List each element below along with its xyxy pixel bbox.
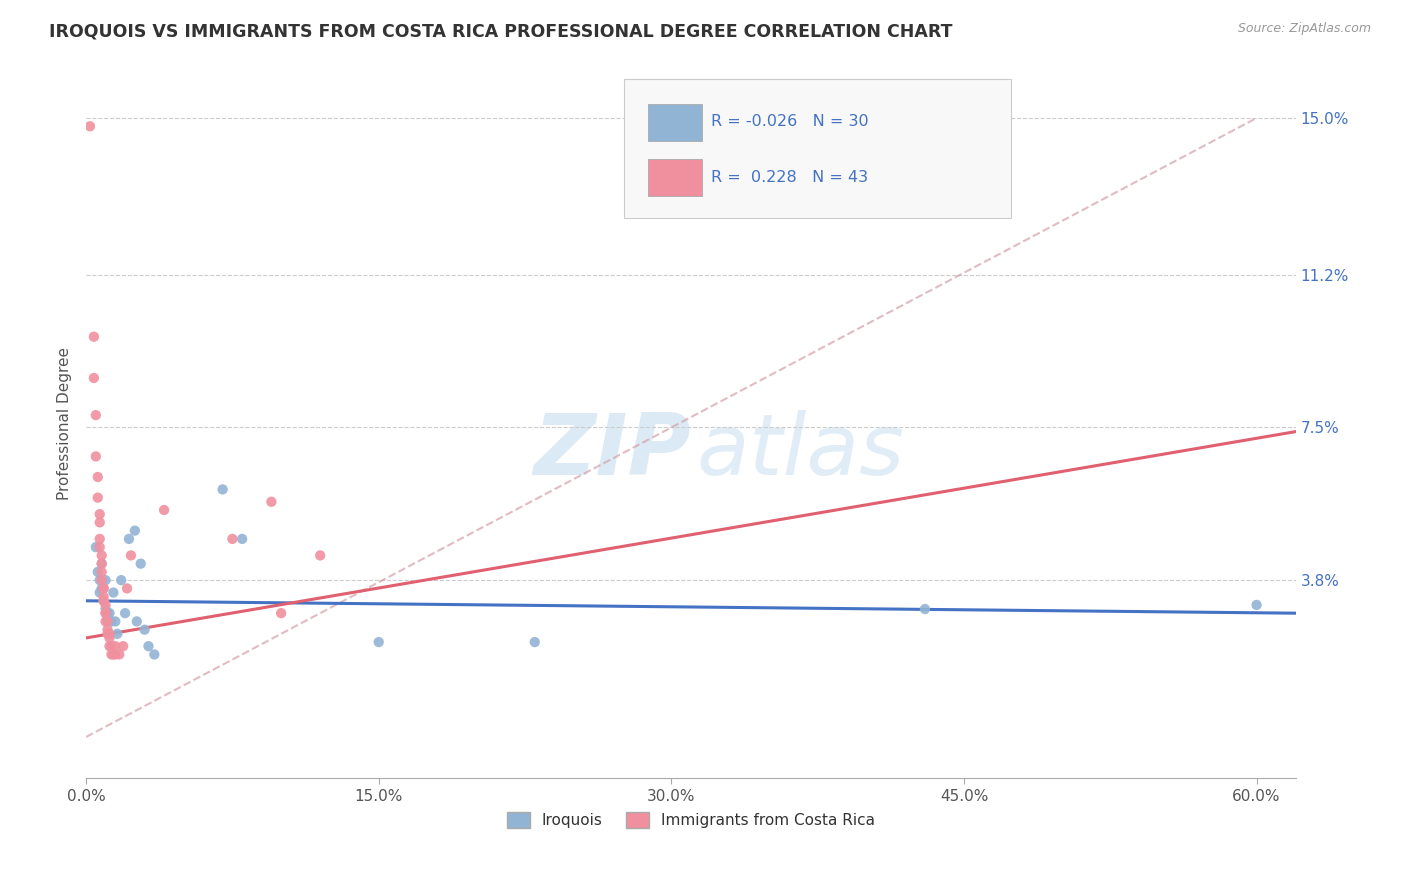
Point [153,503,176,517]
Point [89,573,111,587]
Point [108,648,131,662]
Point [104,639,127,653]
Point [90,565,112,579]
Point [89,540,111,554]
Point [84,540,107,554]
Point [270,606,292,620]
Point [93,594,115,608]
Point [84,408,107,422]
Point [112,639,135,653]
Text: atlas: atlas [697,410,905,493]
Point [98,627,121,641]
Point [100,615,122,629]
Point [89,516,111,530]
Point [93,582,115,596]
Point [96,606,118,620]
Point [96,627,118,641]
Point [260,495,283,509]
Point [94,573,117,587]
Point [79,120,101,134]
Point [143,648,166,662]
Point [105,627,128,641]
Point [94,602,117,616]
Point [93,582,115,596]
Point [94,606,117,620]
Point [98,639,121,653]
Point [120,549,142,563]
Point [118,532,141,546]
Point [93,594,115,608]
Point [110,573,132,587]
Point [211,483,233,497]
Point [1246,598,1268,612]
Point [125,615,148,629]
Point [94,598,117,612]
Point [90,557,112,571]
Point [98,631,121,645]
Point [914,602,936,616]
Point [115,582,138,596]
Point [96,615,118,629]
Point [90,582,112,596]
Point [103,648,125,662]
Point [98,606,121,620]
FancyBboxPatch shape [648,104,702,141]
Point [90,573,112,587]
Point [103,585,125,599]
Point [93,590,115,604]
Point [89,585,111,599]
Legend: Iroquois, Immigrants from Costa Rica: Iroquois, Immigrants from Costa Rica [501,806,882,834]
Point [90,557,112,571]
Point [523,635,546,649]
Point [100,639,122,653]
Point [138,639,160,653]
Point [96,623,118,637]
Point [87,565,110,579]
Point [104,615,127,629]
Point [89,507,111,521]
Point [114,606,136,620]
FancyBboxPatch shape [624,79,1011,218]
Point [94,606,117,620]
Text: Source: ZipAtlas.com: Source: ZipAtlas.com [1237,22,1371,36]
Point [309,549,332,563]
Point [104,648,127,662]
Text: R =  0.228   N = 43: R = 0.228 N = 43 [711,169,869,185]
Point [94,615,117,629]
Text: ZIP: ZIP [533,410,690,493]
Point [84,450,107,464]
Point [83,371,105,385]
Point [83,329,105,343]
Point [100,648,122,662]
Point [90,549,112,563]
Point [87,491,110,505]
Point [89,532,111,546]
Point [124,524,146,538]
Point [231,532,253,546]
Point [221,532,243,546]
Point [87,470,110,484]
Point [367,635,389,649]
Point [129,557,152,571]
FancyBboxPatch shape [648,159,702,195]
Point [134,623,156,637]
Text: R = -0.026   N = 30: R = -0.026 N = 30 [711,114,869,129]
Text: IROQUOIS VS IMMIGRANTS FROM COSTA RICA PROFESSIONAL DEGREE CORRELATION CHART: IROQUOIS VS IMMIGRANTS FROM COSTA RICA P… [49,22,953,40]
Y-axis label: Professional Degree: Professional Degree [58,347,72,500]
